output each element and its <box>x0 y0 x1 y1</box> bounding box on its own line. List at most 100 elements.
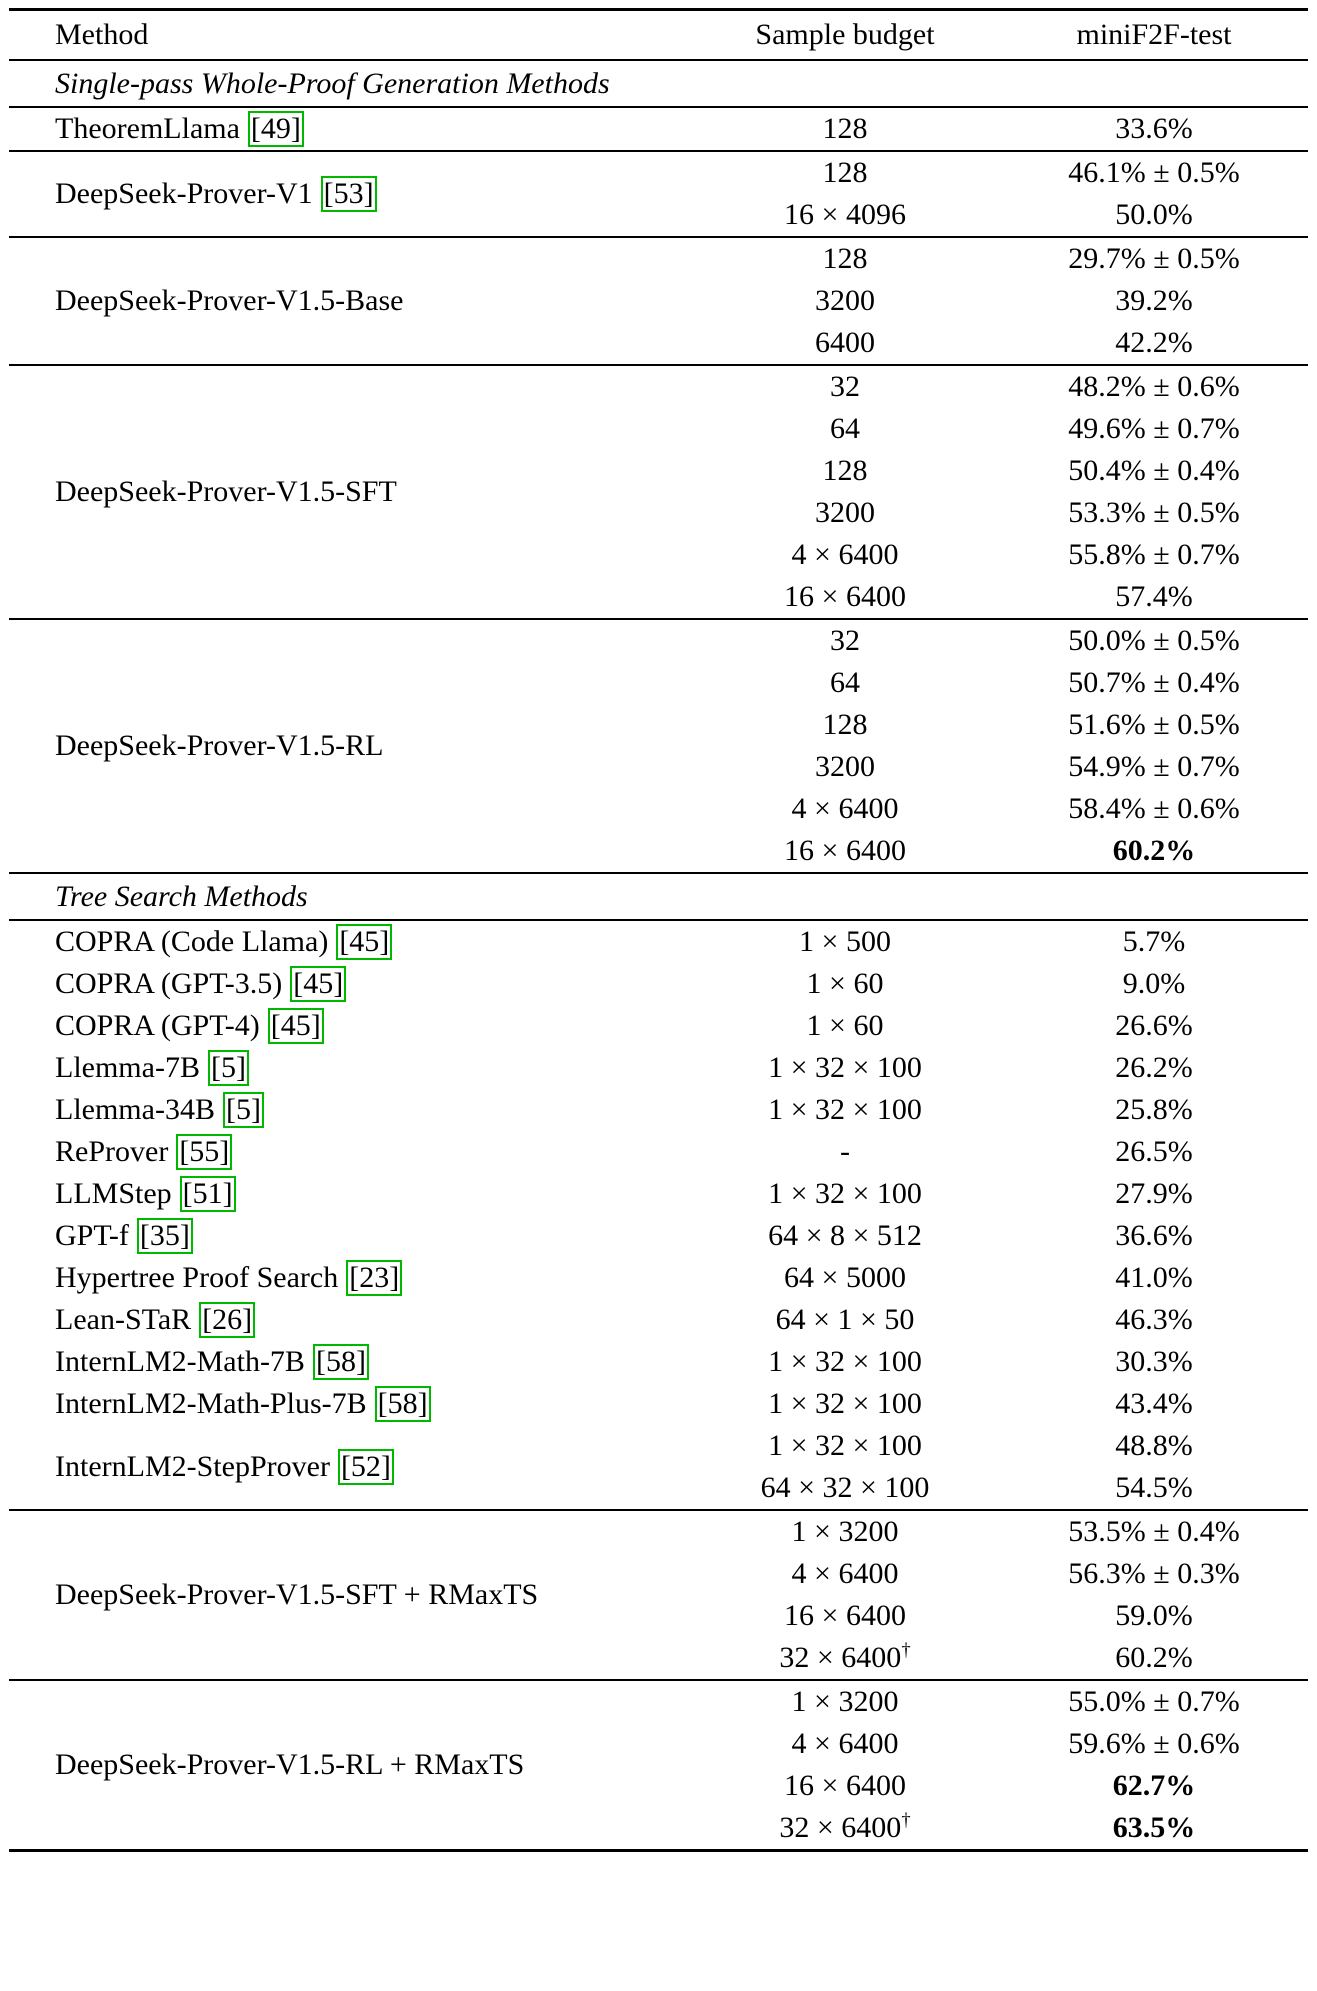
sample-budget-value: 6400 <box>815 326 875 359</box>
sample-budget-value: 1 × 3200 <box>791 1515 899 1548</box>
table-rule <box>9 150 1308 152</box>
citation-link[interactable]: [23] <box>346 1260 403 1296</box>
table-rule <box>9 1509 1308 1511</box>
table-row: 4 × 6400 55.8% ± 0.7% <box>690 534 1308 576</box>
method-cell: DeepSeek-Prover-V1.5-RL <box>9 620 690 872</box>
result-value: 36.6% <box>1115 1219 1193 1252</box>
result-value: 26.2% <box>1115 1051 1193 1084</box>
sample-budget-cell: 1 × 60 <box>690 967 1000 1001</box>
citation-link[interactable]: [55] <box>176 1134 233 1170</box>
table-rule <box>9 1679 1308 1681</box>
sample-budget-value: 32 <box>830 624 860 657</box>
method-cell: ReProver [55] <box>9 1131 690 1173</box>
sample-budget-cell: 1 × 32 × 100 <box>690 1177 1000 1211</box>
table-rule <box>9 364 1308 366</box>
table-row: 1 × 32 × 100 25.8% <box>690 1089 1308 1131</box>
method-cell: DeepSeek-Prover-V1 [53] <box>9 152 690 236</box>
header-method: Method <box>55 18 149 51</box>
sample-budget-cell: 4 × 6400 <box>690 1727 1000 1761</box>
citation-link[interactable]: [49] <box>247 111 304 147</box>
sample-budget-cell: 64 × 8 × 512 <box>690 1219 1000 1253</box>
table-row: 128 46.1% ± 0.5% <box>690 152 1308 194</box>
result-value: 27.9% <box>1115 1177 1193 1210</box>
sample-budget-cell: 16 × 6400 <box>690 580 1000 614</box>
method-group: DeepSeek-Prover-V1.5-SFT 32 48.2% ± 0.6% 64… <box>9 366 1308 618</box>
table-row: 1 × 32 × 100 30.3% <box>690 1341 1308 1383</box>
citation-link[interactable]: [51] <box>179 1176 236 1212</box>
method-name: Llemma-7B <box>55 1051 200 1084</box>
method-name: InternLM2-Math-7B <box>55 1345 305 1378</box>
citation-link[interactable]: [58] <box>374 1386 431 1422</box>
group-rows: 32 48.2% ± 0.6% 64 49.6% ± 0.7% 128 50.4% ± 0… <box>690 366 1308 618</box>
result-value: 50.7% ± 0.4% <box>1068 666 1240 699</box>
method-group: DeepSeek-Prover-V1.5-RL 32 50.0% ± 0.5% 64 5… <box>9 620 1308 872</box>
citation-link[interactable]: [52] <box>337 1449 394 1485</box>
sample-budget-cell: 32 <box>690 370 1000 404</box>
table-row: 1 × 32 × 100 43.4% <box>690 1383 1308 1425</box>
citation-link[interactable]: [35] <box>136 1218 193 1254</box>
table-rule <box>9 872 1308 874</box>
sample-budget-cell: 1 × 32 × 100 <box>690 1387 1000 1421</box>
citation-link[interactable]: [5] <box>207 1050 249 1086</box>
table-row: - 26.5% <box>690 1131 1308 1173</box>
method-name: COPRA (GPT-4) <box>55 1009 260 1042</box>
sample-budget-value: 1 × 32 × 100 <box>768 1177 922 1210</box>
method-cell: DeepSeek-Prover-V1.5-SFT + RMaxTS <box>9 1511 690 1679</box>
citation-link[interactable]: [45] <box>336 924 393 960</box>
method-cell: Hypertree Proof Search [23] <box>9 1257 690 1299</box>
table-row: 64 50.7% ± 0.4% <box>690 662 1308 704</box>
citation-link[interactable]: [58] <box>312 1344 369 1380</box>
group-rows: 1 × 3200 53.5% ± 0.4% 4 × 6400 56.3% ± 0.3%… <box>690 1511 1308 1679</box>
method-cell: DeepSeek-Prover-V1.5-RL + RMaxTS <box>9 1681 690 1849</box>
result-value: 29.7% ± 0.5% <box>1068 242 1240 275</box>
table-row: 1 × 32 × 100 48.8% <box>690 1425 1308 1467</box>
table-row: 64 × 5000 41.0% <box>690 1257 1308 1299</box>
table-row: 1 × 32 × 100 27.9% <box>690 1173 1308 1215</box>
table-row: 64 × 1 × 50 46.3% <box>690 1299 1308 1341</box>
result-value: 26.5% <box>1115 1135 1193 1168</box>
table-row: 3200 39.2% <box>690 280 1308 322</box>
sample-budget-cell: 1 × 32 × 100 <box>690 1093 1000 1127</box>
sample-budget-cell: 64 <box>690 666 1000 700</box>
result-value: 55.0% ± 0.7% <box>1068 1685 1240 1718</box>
citation-link[interactable]: [53] <box>320 176 377 212</box>
sample-budget-value: 128 <box>822 112 868 145</box>
method-cell: InternLM2-StepProver [52] <box>9 1425 690 1509</box>
citation-link[interactable]: [5] <box>222 1092 264 1128</box>
result-value: 43.4% <box>1115 1387 1193 1420</box>
table-row: 16 × 6400 57.4% <box>690 576 1308 618</box>
method-name: COPRA (GPT-3.5) <box>55 967 283 1000</box>
table-row: 64 49.6% ± 0.7% <box>690 408 1308 450</box>
method-cell: GPT-f [35] <box>9 1215 690 1257</box>
citation-link[interactable]: [26] <box>199 1302 256 1338</box>
method-group: COPRA (Code Llama) [45] 1 × 500 5.7% <box>9 921 1308 963</box>
result-value: 50.0% ± 0.5% <box>1068 624 1240 657</box>
group-rows: 1 × 60 26.6% <box>690 1005 1308 1047</box>
method-name: Hypertree Proof Search <box>55 1261 339 1294</box>
sample-budget-cell: 6400 <box>690 326 1000 360</box>
method-name: TheoremLlama <box>55 112 240 145</box>
sample-budget-cell: 16 × 6400 <box>690 1769 1000 1803</box>
sample-budget-cell: 1 × 32 × 100 <box>690 1345 1000 1379</box>
method-group: COPRA (GPT-3.5) [45] 1 × 60 9.0% <box>9 963 1308 1005</box>
group-rows: 128 46.1% ± 0.5% 16 × 4096 50.0% <box>690 152 1308 236</box>
citation-link[interactable]: [45] <box>290 966 347 1002</box>
method-name: DeepSeek-Prover-V1.5-Base <box>55 284 404 317</box>
result-value: 53.5% ± 0.4% <box>1068 1515 1240 1548</box>
table-row: 1 × 32 × 100 26.2% <box>690 1047 1308 1089</box>
sample-budget-cell: 1 × 32 × 100 <box>690 1429 1000 1463</box>
table-row: 3200 53.3% ± 0.5% <box>690 492 1308 534</box>
sample-budget-value: 32 × 6400 <box>779 1811 902 1844</box>
citation-link[interactable]: [45] <box>267 1008 324 1044</box>
method-cell: Lean-STaR [26] <box>9 1299 690 1341</box>
table-row: 128 29.7% ± 0.5% <box>690 238 1308 280</box>
header-minif2f-test: miniF2F-test <box>1076 18 1232 51</box>
method-cell: TheoremLlama [49] <box>9 108 690 150</box>
method-cell: Llemma-7B [5] <box>9 1047 690 1089</box>
method-name: COPRA (Code Llama) <box>55 925 329 958</box>
result-value: 39.2% <box>1115 284 1193 317</box>
sample-budget-cell: 1 × 32 × 100 <box>690 1051 1000 1085</box>
table-row: 16 × 6400 60.2% <box>690 830 1308 872</box>
method-name: InternLM2-StepProver <box>55 1450 330 1483</box>
dagger-note: † <box>901 1640 911 1661</box>
